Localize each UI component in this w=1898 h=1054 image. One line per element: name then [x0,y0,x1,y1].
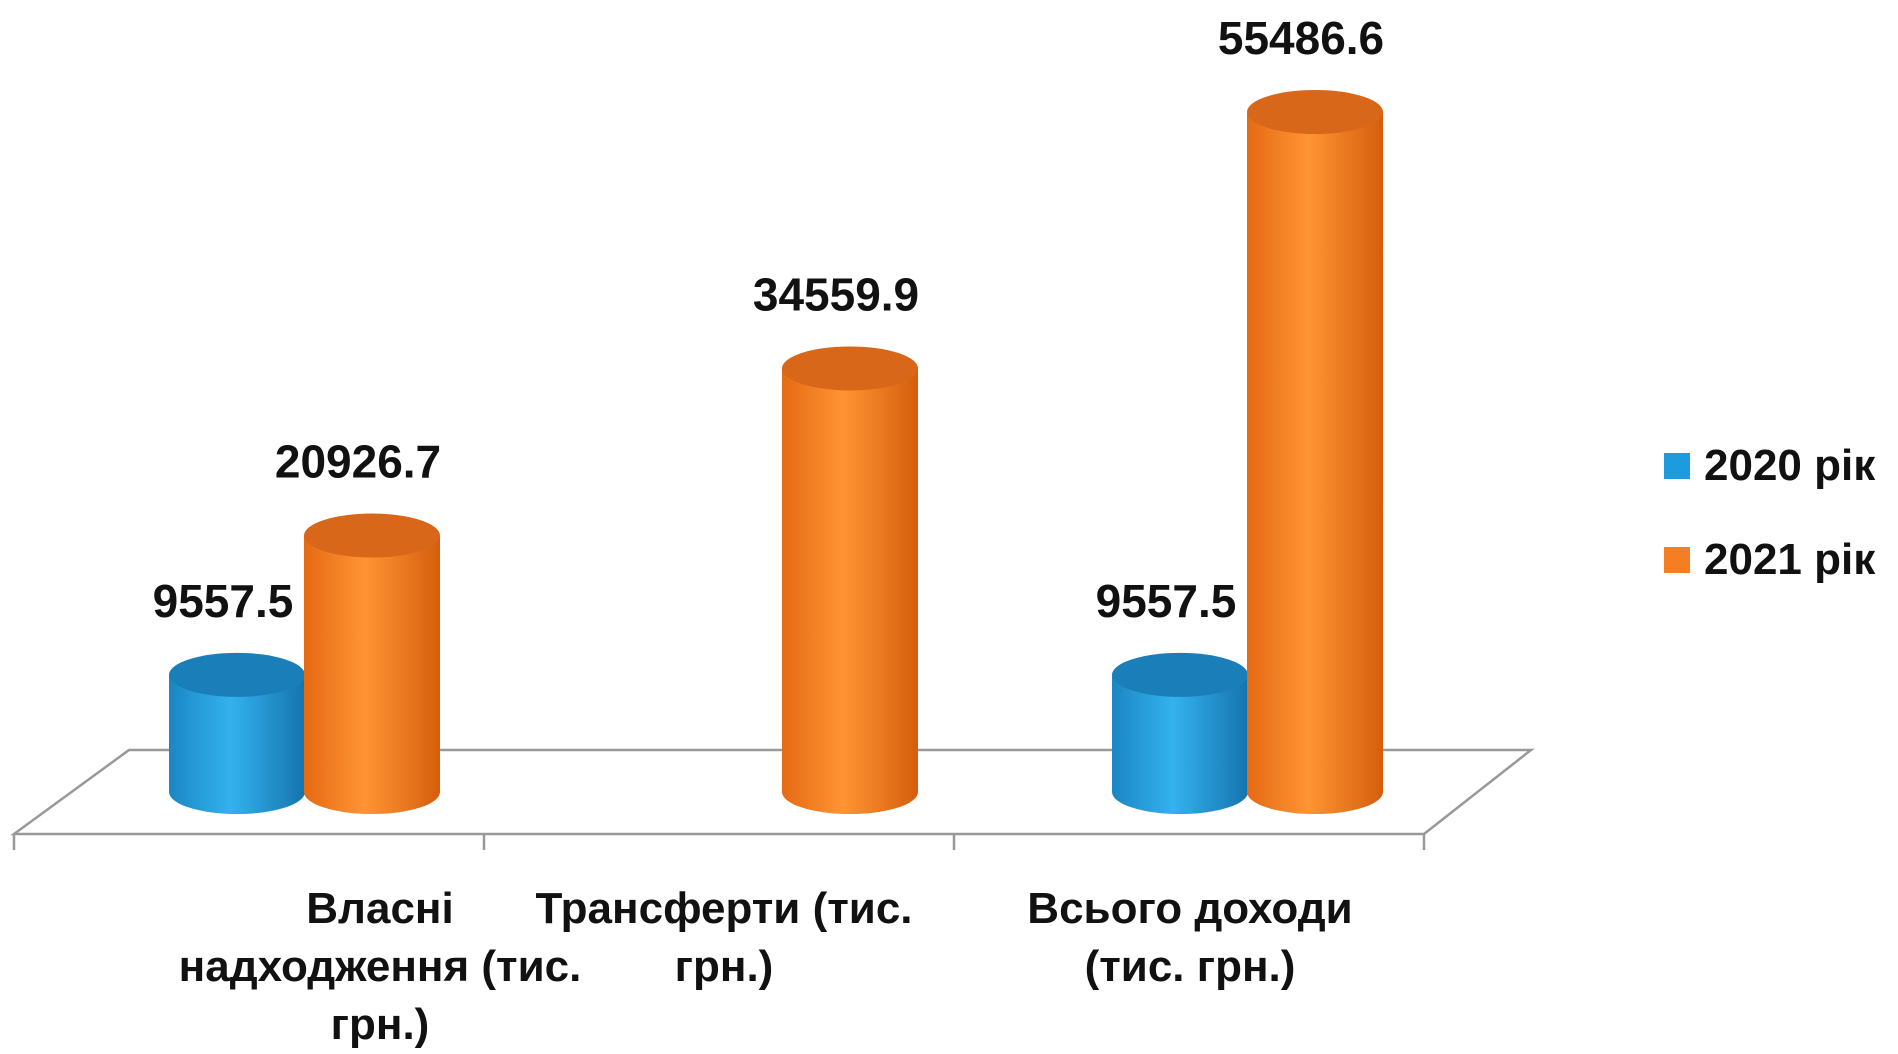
bar-body [1112,674,1248,814]
bar-2020 [169,652,305,814]
bar-top [304,513,440,558]
bar-top [169,652,305,697]
legend-item-2020: 2020 рік [1664,440,1875,492]
bar-2021 [304,513,440,814]
legend: 2020 рік 2021 рік [1664,440,1875,628]
data-label: 55486.6 [1218,12,1384,64]
category-label: Трансферти (тис. грн.) [535,884,913,991]
bar-2021 [782,346,918,814]
bar-2020 [1112,652,1248,814]
category-label: Всього доходи (тис. грн.) [1027,884,1353,991]
bar-top [1112,652,1248,697]
data-label: 20926.7 [275,436,441,488]
bar-top [1247,90,1383,134]
category-label: Власні надходження (тис. грн.) [178,884,582,1049]
legend-swatch-2021 [1664,547,1690,573]
data-label: 34559.9 [753,268,919,320]
bar-body [169,674,305,814]
bar-body [782,368,918,814]
data-label: 9557.5 [1096,575,1237,627]
legend-label: 2020 рік [1704,441,1876,490]
bar-2021 [1247,90,1383,814]
bar-body [304,535,440,814]
bar-body [1247,112,1383,814]
bar-top [782,346,918,391]
data-label: 9557.5 [153,575,294,627]
data-labels-layer: 9557.5 20926.7 34559.9 9557.5 55486.6 [153,12,1384,627]
legend-label: 2021 рік [1704,535,1876,584]
bars-layer [169,90,1383,814]
legend-item-2021: 2021 рік [1664,534,1875,586]
legend-swatch-2020 [1664,453,1690,479]
